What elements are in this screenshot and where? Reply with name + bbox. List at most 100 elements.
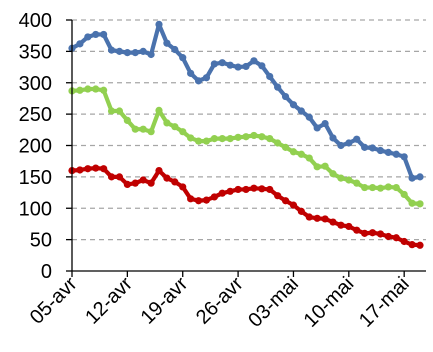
data-point xyxy=(131,179,139,187)
data-point xyxy=(345,176,353,184)
x-tick-label: 05-avr xyxy=(26,273,82,329)
data-point xyxy=(139,47,147,55)
series-2 xyxy=(68,85,424,208)
data-point xyxy=(392,183,400,192)
data-point xyxy=(392,234,400,242)
series-line xyxy=(69,22,423,181)
data-point xyxy=(226,134,234,143)
data-point xyxy=(321,162,329,170)
data-point xyxy=(266,134,274,143)
series-lines xyxy=(68,20,424,249)
data-point xyxy=(353,226,361,234)
data-point xyxy=(266,72,274,81)
data-point xyxy=(92,164,100,172)
data-point xyxy=(297,107,305,115)
y-tick-label: 250 xyxy=(19,104,52,126)
data-point xyxy=(194,137,203,145)
data-point xyxy=(155,167,163,175)
data-point xyxy=(210,193,218,201)
data-point xyxy=(155,106,163,114)
y-tick-label: 400 xyxy=(19,10,52,32)
data-point xyxy=(376,184,385,192)
data-point xyxy=(345,139,353,147)
data-point xyxy=(234,63,242,71)
data-point xyxy=(337,174,345,182)
data-point xyxy=(179,54,187,62)
data-point xyxy=(392,150,400,158)
data-point xyxy=(242,133,250,141)
data-point xyxy=(115,47,124,55)
data-point xyxy=(163,174,171,182)
y-tick-label: 0 xyxy=(41,261,52,283)
data-point xyxy=(202,196,211,204)
data-point xyxy=(376,230,385,238)
data-point xyxy=(76,40,84,48)
data-point xyxy=(155,20,163,28)
data-point xyxy=(202,74,211,82)
data-point xyxy=(210,134,218,143)
data-point xyxy=(234,133,242,141)
data-point xyxy=(250,131,258,140)
data-point xyxy=(258,185,266,193)
data-point xyxy=(281,197,290,205)
data-point xyxy=(171,123,179,131)
data-point xyxy=(210,60,218,68)
data-point xyxy=(107,173,116,181)
x-tick-label: 12-avr xyxy=(81,273,137,329)
data-point xyxy=(84,33,92,41)
x-tick-label: 17-mai xyxy=(355,273,414,332)
data-point xyxy=(250,57,258,65)
data-point xyxy=(353,179,361,187)
data-point xyxy=(123,116,131,124)
data-point xyxy=(416,200,424,208)
data-point xyxy=(361,183,369,192)
data-point xyxy=(171,45,179,54)
data-point xyxy=(123,49,131,57)
data-point xyxy=(305,154,313,162)
axes xyxy=(66,19,426,277)
data-point xyxy=(194,197,203,205)
data-point xyxy=(218,59,226,67)
data-point xyxy=(400,237,408,246)
data-point xyxy=(321,119,329,128)
data-point xyxy=(313,163,321,171)
data-point xyxy=(313,124,321,132)
data-point xyxy=(163,119,171,127)
data-point xyxy=(258,133,266,141)
data-point xyxy=(187,195,195,203)
data-point xyxy=(281,143,290,151)
y-tick-label: 200 xyxy=(19,136,52,158)
data-point xyxy=(416,173,424,181)
data-point xyxy=(242,185,250,194)
data-point xyxy=(345,222,353,231)
data-point xyxy=(131,125,139,133)
y-tick-label: 350 xyxy=(19,41,52,63)
data-point xyxy=(353,135,361,143)
data-point xyxy=(131,49,139,57)
data-point xyxy=(115,173,124,181)
data-point xyxy=(337,221,345,229)
data-point xyxy=(147,179,155,187)
data-point xyxy=(408,174,416,182)
data-point xyxy=(368,144,377,152)
data-point xyxy=(329,170,337,178)
data-point xyxy=(100,30,108,39)
data-point xyxy=(84,165,92,173)
data-point xyxy=(147,50,155,59)
data-point xyxy=(384,183,392,191)
y-tick-label: 300 xyxy=(19,73,52,95)
data-point xyxy=(187,69,195,77)
data-point xyxy=(384,232,392,241)
data-point xyxy=(194,77,203,85)
data-point xyxy=(100,86,108,94)
data-point xyxy=(92,85,100,93)
data-point xyxy=(234,185,242,194)
data-point xyxy=(139,125,147,133)
data-point xyxy=(329,134,337,142)
x-tick-label: 26-avr xyxy=(192,273,248,329)
data-point xyxy=(297,207,305,215)
data-point xyxy=(76,86,84,94)
data-point xyxy=(218,134,226,143)
data-point xyxy=(250,184,258,192)
